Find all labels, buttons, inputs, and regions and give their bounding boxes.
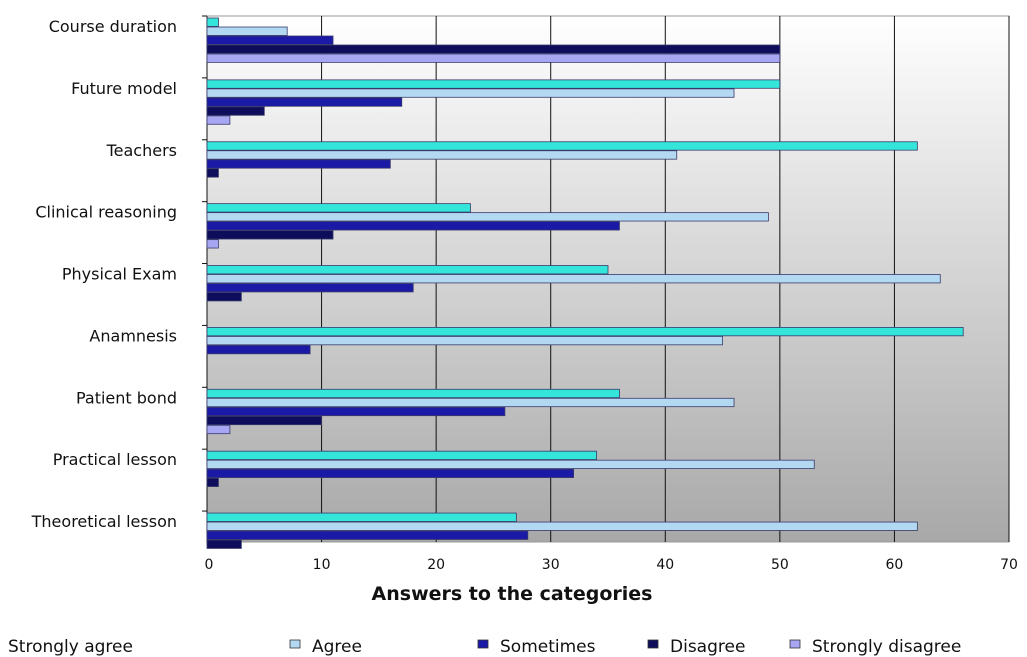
legend-label: Strongly agree: [8, 637, 133, 657]
category-label: Patient bond: [76, 388, 177, 407]
x-tick-label: 70: [1000, 557, 1018, 573]
bar-sometimes: [206, 35, 334, 45]
bar-agree: [206, 88, 735, 98]
x-tick-label: 60: [886, 557, 904, 573]
bar-agree: [206, 26, 288, 36]
legend-swatch: [289, 639, 301, 649]
legend-label: Disagree: [670, 637, 745, 657]
legend-swatch: [789, 639, 801, 649]
bar-strongly-disagree: [206, 239, 219, 249]
legend-label: Agree: [312, 637, 362, 657]
bar-sometimes: [206, 159, 391, 169]
bar-disagree: [206, 292, 242, 302]
category-label: Future model: [71, 79, 177, 98]
x-tick-label: 40: [656, 557, 674, 573]
bar-agree: [206, 397, 735, 408]
bar-sometimes: [206, 221, 620, 231]
category-label: Practical lesson: [53, 450, 177, 469]
x-tick-labels: 0 10 20 30 40 50 60 70: [205, 557, 1018, 573]
bar-strongly-agree: [206, 203, 471, 213]
x-tick-label: 50: [771, 557, 789, 573]
category-label: Teachers: [106, 141, 177, 160]
x-tick-label: 0: [205, 557, 214, 573]
bar-disagree: [206, 230, 334, 240]
bar-strongly-agree: [206, 79, 781, 89]
category-label: Clinical reasoning: [35, 203, 177, 222]
bar-disagree: [206, 168, 219, 178]
bar-sometimes: [206, 97, 403, 107]
bar-disagree: [206, 539, 242, 549]
legend-swatch: [647, 639, 659, 649]
category-label: Course duration: [49, 17, 177, 36]
bar-disagree: [206, 44, 781, 54]
bar-strongly-disagree: [206, 53, 781, 63]
bar-disagree: [206, 106, 265, 116]
legend-label: Strongly disagree: [812, 637, 961, 657]
category-label: Anamnesis: [89, 326, 177, 345]
bar-sometimes: [206, 406, 506, 417]
bar-sometimes: [206, 283, 414, 293]
bar-strongly-agree: [206, 512, 517, 522]
bar-disagree: [206, 477, 219, 487]
category-label: Physical Exam: [62, 265, 177, 284]
category-label: Theoretical lesson: [31, 512, 177, 531]
bar-strongly-agree: [206, 388, 620, 399]
bar-strongly-agree: [206, 327, 964, 337]
bar-agree: [206, 150, 678, 160]
x-tick-label: 20: [427, 557, 445, 573]
bar-sometimes: [206, 468, 575, 478]
bar-strongly-disagree: [206, 115, 231, 125]
bar-sometimes: [206, 530, 529, 540]
bar-strongly-agree: [206, 141, 918, 151]
bar-agree: [206, 336, 723, 346]
bar-strongly-agree: [206, 265, 609, 275]
bars: [206, 17, 964, 549]
bar-agree: [206, 459, 815, 469]
category-labels: Course duration Future model Teachers Clini…: [31, 17, 177, 531]
bar-strongly-agree: [206, 450, 597, 460]
bar-disagree: [206, 415, 322, 426]
bar-agree: [206, 521, 918, 531]
bar-strongly-agree: [206, 17, 219, 27]
bar-agree: [206, 212, 769, 222]
legend-swatch: [477, 639, 489, 649]
legend-label: Sometimes: [500, 637, 596, 657]
bar-agree: [206, 274, 941, 284]
x-axis-title: Answers to the categories: [372, 583, 653, 605]
bar-strongly-disagree: [206, 424, 231, 435]
x-tick-label: 10: [313, 557, 331, 573]
bar-sometimes: [206, 345, 311, 355]
x-tick-label: 30: [542, 557, 560, 573]
legend: Strongly agree Agree Sometimes Disagree Stro…: [8, 637, 961, 657]
